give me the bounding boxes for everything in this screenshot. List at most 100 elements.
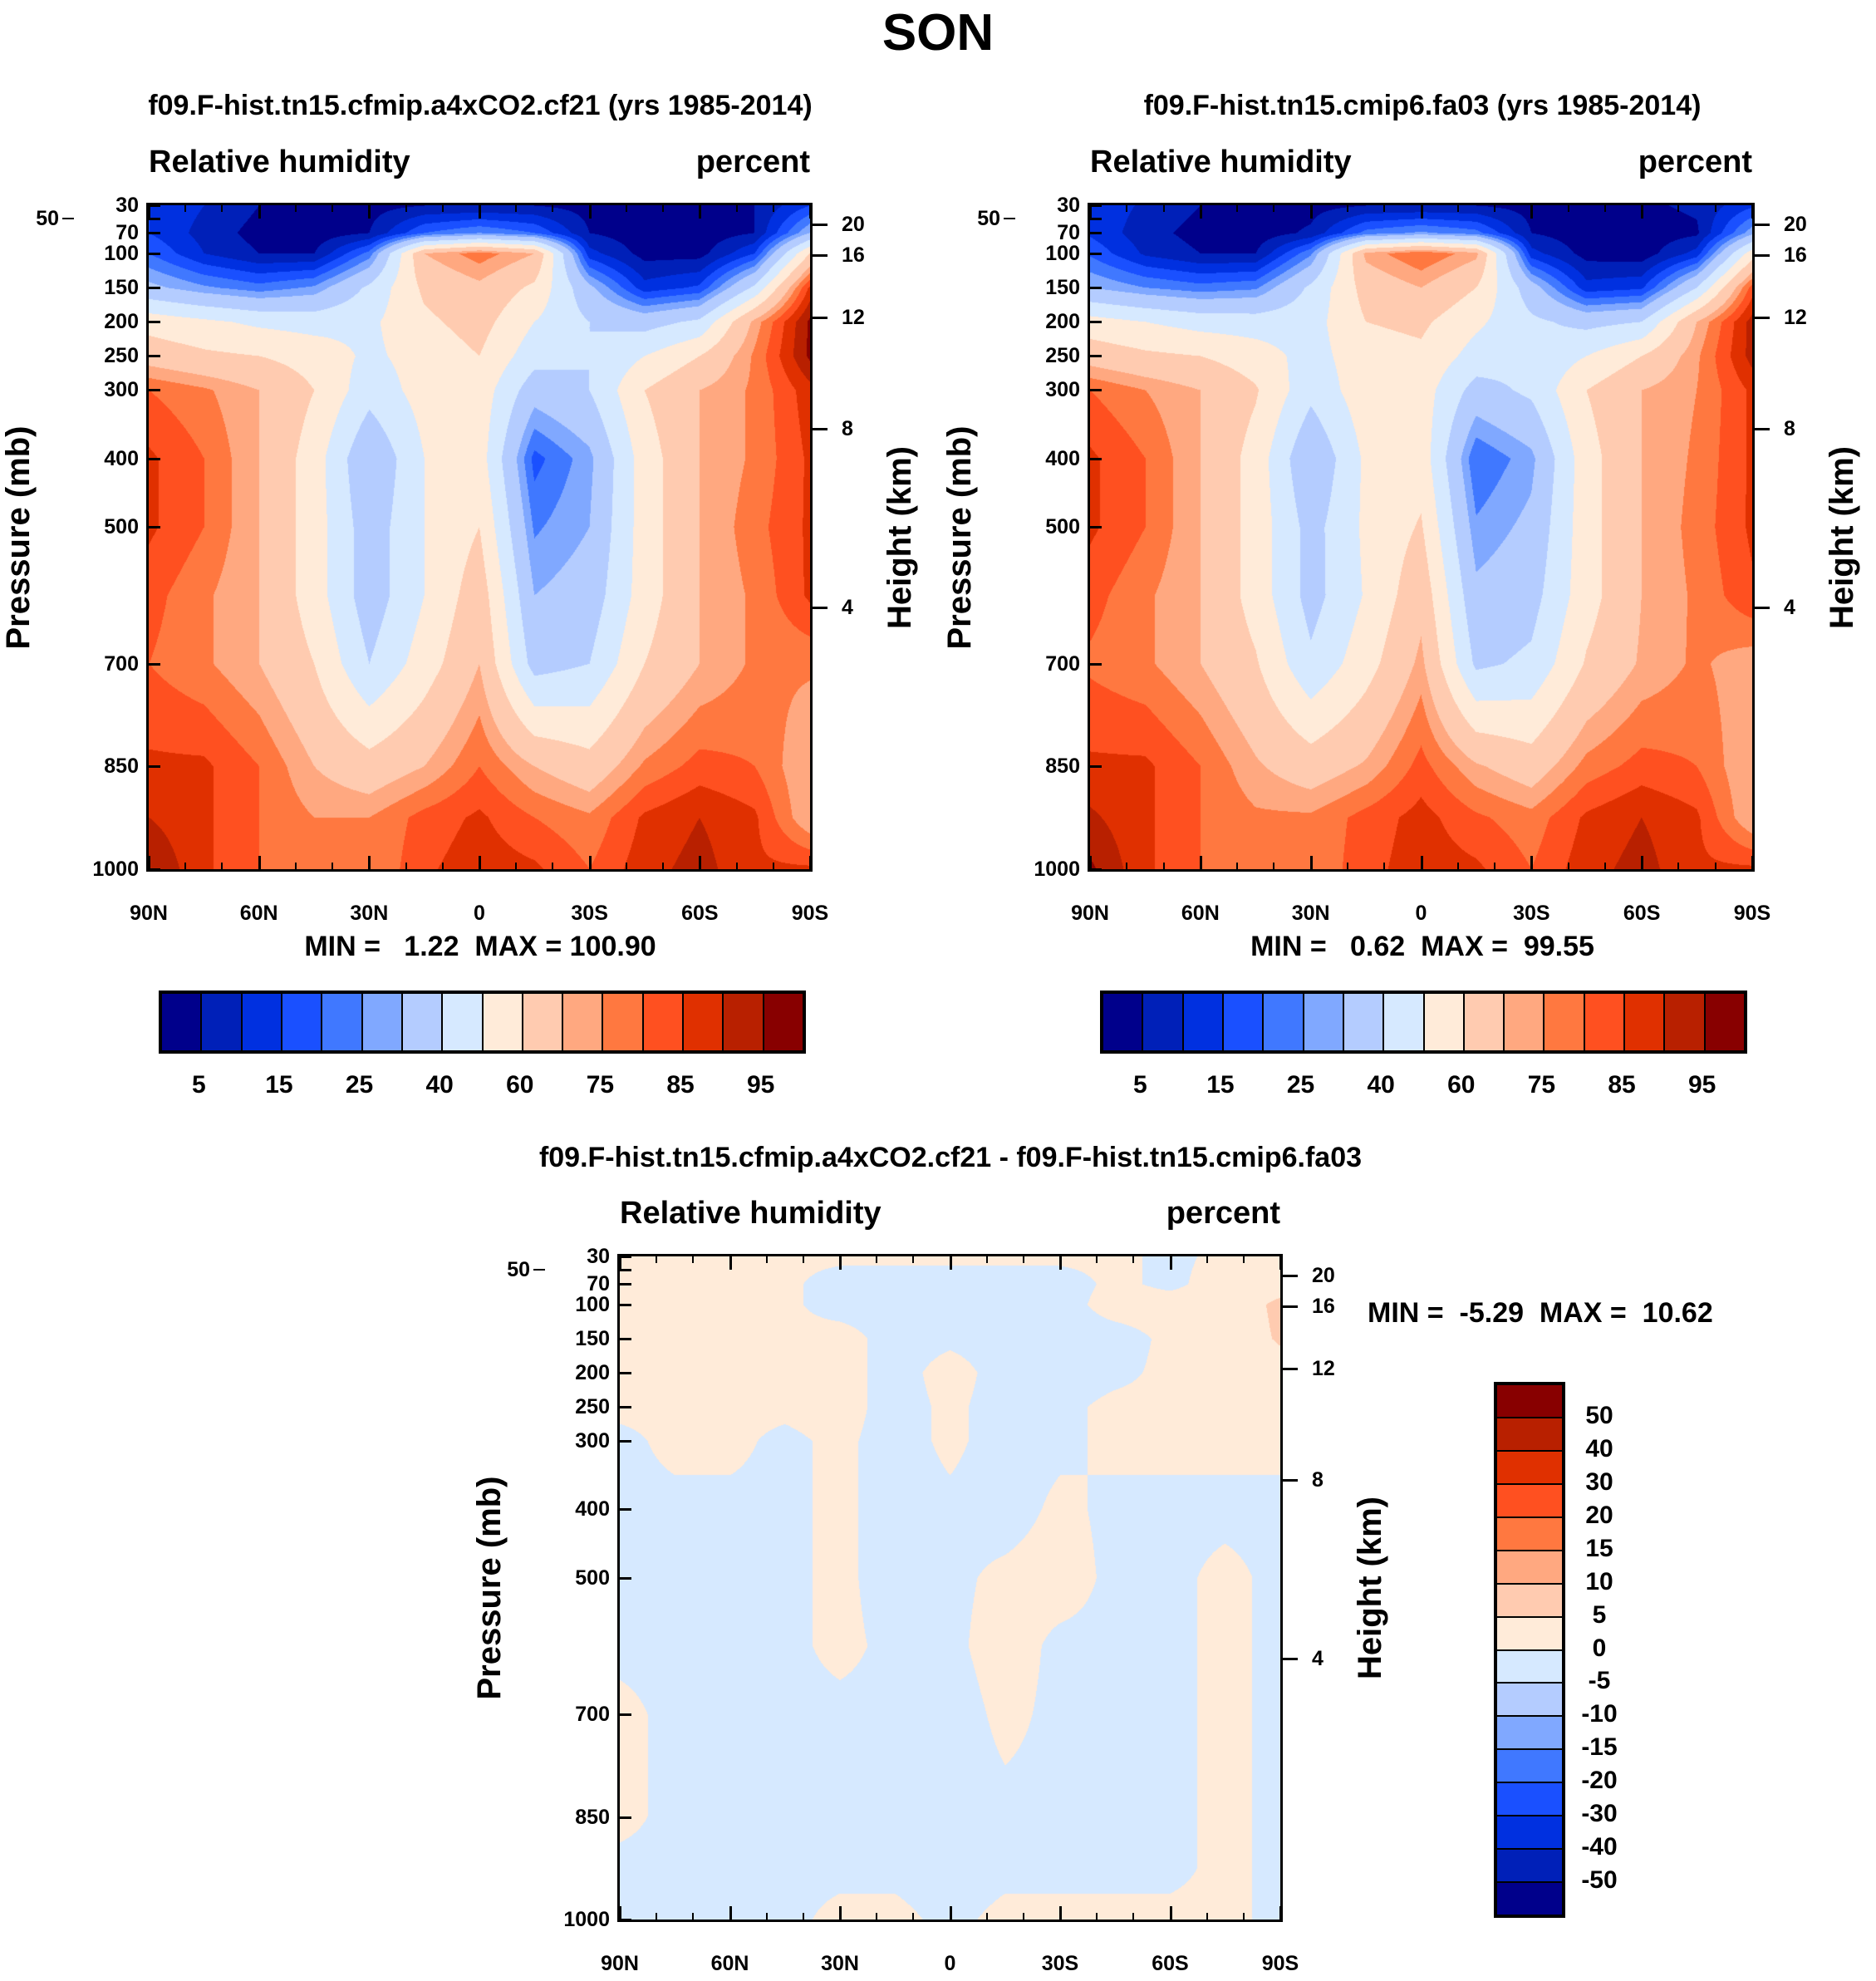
y-tick-label: 70 <box>1057 220 1080 244</box>
y-axis-label-right: Height (km) <box>882 445 918 629</box>
x-tick-mark <box>729 1906 732 1920</box>
height-tick-mark <box>1283 1275 1298 1278</box>
x-tick-mark-top <box>588 205 592 219</box>
height-tick-mark <box>1283 1305 1298 1309</box>
colorbar-label: 25 <box>345 1071 374 1099</box>
x-minor-tick <box>1126 863 1128 869</box>
x-tick-label: 30N <box>1291 902 1330 925</box>
x-tick-mark-top <box>1751 205 1754 219</box>
y-tick-mark <box>149 765 160 769</box>
x-minor-tick-top <box>735 205 738 212</box>
colorbar <box>159 990 806 1054</box>
y-tick-label: 200 <box>104 310 139 334</box>
x-tick-mark <box>619 1906 621 1920</box>
x-minor-tick <box>692 1913 695 1920</box>
x-tick-label: 90N <box>1071 902 1109 925</box>
colorbar-swatch <box>562 993 603 1051</box>
x-tick-mark <box>1751 856 1754 869</box>
y-tick-mark <box>1090 662 1102 666</box>
x-minor-tick <box>1242 1913 1245 1920</box>
x-tick-mark-top <box>1420 205 1423 219</box>
x-tick-label: 90S <box>791 902 829 925</box>
y-tick-mark <box>620 1816 631 1819</box>
colorbar-swatch <box>1496 1882 1563 1915</box>
y-tick-label: 400 <box>104 446 139 470</box>
x-minor-tick <box>625 863 627 869</box>
y-tick-label: 30 <box>587 1245 610 1268</box>
y-tick-mark <box>1090 868 1102 871</box>
y-tick-label: 850 <box>104 755 139 779</box>
y-tick-mark <box>149 204 160 207</box>
y-tick-leader <box>533 1269 545 1271</box>
x-minor-tick-top <box>1126 205 1128 212</box>
colorbar-swatch <box>1624 993 1665 1051</box>
x-minor-tick-top <box>765 1256 768 1263</box>
colorbar-label: 50 <box>1585 1401 1613 1429</box>
x-tick-mark <box>1199 856 1202 869</box>
x-minor-tick-top <box>1603 205 1606 212</box>
y-tick-mark <box>1090 389 1102 392</box>
colorbar-label: 75 <box>1527 1071 1556 1099</box>
y-tick-label: 30 <box>115 194 139 217</box>
colorbar-swatch <box>1496 1716 1563 1750</box>
colorbar-swatch <box>1496 1849 1563 1883</box>
height-tick-mark <box>1755 428 1770 431</box>
x-minor-tick <box>1383 863 1386 869</box>
x-minor-tick <box>1096 1913 1098 1920</box>
x-minor-tick-top <box>802 1256 804 1263</box>
x-minor-tick-top <box>662 205 665 212</box>
colorbar-swatch <box>1496 1516 1563 1551</box>
y-tick-mark <box>620 1337 631 1340</box>
y-tick-mark <box>620 1440 631 1443</box>
x-tick-mark <box>479 856 481 869</box>
y-tick-mark <box>620 1282 631 1285</box>
x-minor-tick-top <box>331 205 334 212</box>
x-minor-tick <box>1456 863 1459 869</box>
colorbar-swatch <box>1496 1649 1563 1684</box>
x-tick-mark-top <box>1530 205 1534 219</box>
x-tick-mark-top <box>949 1256 952 1270</box>
colorbar-swatch <box>1496 1816 1563 1850</box>
variable-label: Relative humidity <box>620 1196 882 1231</box>
colorbar-swatch <box>1584 993 1625 1051</box>
colorbar-swatch <box>1423 993 1464 1051</box>
x-minor-tick <box>221 863 223 869</box>
x-tick-label: 90S <box>1733 902 1771 925</box>
height-tick-mark <box>1283 1367 1298 1370</box>
height-tick-label: 4 <box>1312 1646 1324 1670</box>
x-tick-mark-top <box>148 205 150 219</box>
colorbar-label: 20 <box>1585 1501 1613 1529</box>
x-tick-mark <box>1309 856 1313 869</box>
x-minor-tick-top <box>1206 1256 1208 1263</box>
height-tick-mark <box>1755 607 1770 610</box>
x-tick-label: 0 <box>474 902 485 925</box>
y-axis-label-right: Height (km) <box>1824 445 1860 629</box>
x-minor-tick <box>515 863 518 869</box>
y-tick-mark <box>149 231 160 234</box>
x-tick-label: 30S <box>571 902 608 925</box>
colorbar-label: 30 <box>1585 1467 1613 1496</box>
colorbar-swatch <box>642 993 684 1051</box>
x-tick-mark <box>1089 856 1092 869</box>
x-tick-label: 60N <box>1181 902 1220 925</box>
y-tick-mark <box>620 1269 631 1272</box>
x-minor-tick <box>802 1913 804 1920</box>
x-minor-tick <box>1162 863 1165 869</box>
colorbar-swatch <box>1496 1384 1563 1418</box>
x-minor-tick-top <box>876 1256 878 1263</box>
y-tick-label: 50 <box>36 207 59 231</box>
y-tick-label: 300 <box>1045 378 1080 402</box>
x-tick-mark <box>368 856 371 869</box>
colorbar-label: 85 <box>666 1071 695 1099</box>
x-tick-mark-top <box>479 205 481 219</box>
height-tick-label: 16 <box>842 243 865 268</box>
colorbar-swatch <box>442 993 483 1051</box>
x-minor-tick-top <box>294 205 297 212</box>
colorbar-label: 10 <box>1585 1567 1613 1595</box>
height-tick-label: 20 <box>1784 213 1807 237</box>
x-minor-tick-top <box>1096 1256 1098 1263</box>
height-tick-label: 8 <box>1784 417 1795 441</box>
y-tick-leader <box>1004 218 1015 220</box>
x-tick-mark <box>258 856 261 869</box>
x-tick-mark <box>1641 856 1644 869</box>
